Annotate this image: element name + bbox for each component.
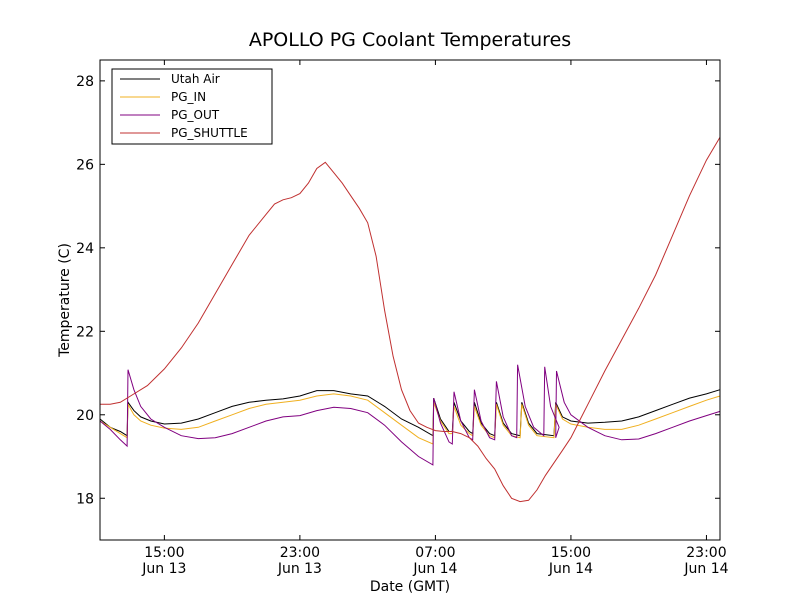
series-line-utah-air [99, 389, 721, 437]
chart-title: APOLLO PG Coolant Temperatures [249, 29, 571, 51]
x-tick-label-time: 07:00 [415, 545, 455, 561]
y-tick-label: 26 [76, 157, 94, 173]
x-tick-label-time: 23:00 [686, 545, 726, 561]
y-tick-label: 28 [76, 74, 94, 90]
x-axis-label: Date (GMT) [370, 579, 450, 595]
plot-frame [99, 59, 721, 541]
legend: Utah Air PG_IN PG_OUT PG_SHUTTLE [111, 68, 273, 145]
legend-box [111, 68, 273, 145]
legend-label: PG_IN [171, 90, 206, 104]
x-tick-label-date: Jun 13 [141, 561, 186, 577]
y-tick-label: 22 [76, 324, 94, 340]
series-layer [99, 136, 721, 503]
series-line-pg-shuttle [100, 136, 721, 503]
y-tick-label: 24 [76, 241, 94, 257]
legend-label: PG_SHUTTLE [171, 126, 248, 140]
x-tick-label-date: Jun 13 [277, 561, 322, 577]
x-tick-label-time: 23:00 [280, 545, 320, 561]
x-tick-label-date: Jun 14 [683, 561, 728, 577]
x-tick-label-time: 15:00 [551, 545, 591, 561]
x-tick-label-time: 15:00 [144, 545, 184, 561]
series-line-pg-out [99, 364, 721, 466]
x-tick-label-date: Jun 14 [412, 561, 457, 577]
x-tick-label-date: Jun 14 [548, 561, 593, 577]
legend-label: Utah Air [171, 72, 220, 86]
legend-label: PG_OUT [171, 108, 220, 122]
y-tick-label: 18 [76, 491, 94, 507]
series-line-pg-in [99, 393, 721, 445]
y-tick-label: 20 [76, 408, 94, 424]
y-axis-label: Temperature (C) [57, 243, 73, 358]
